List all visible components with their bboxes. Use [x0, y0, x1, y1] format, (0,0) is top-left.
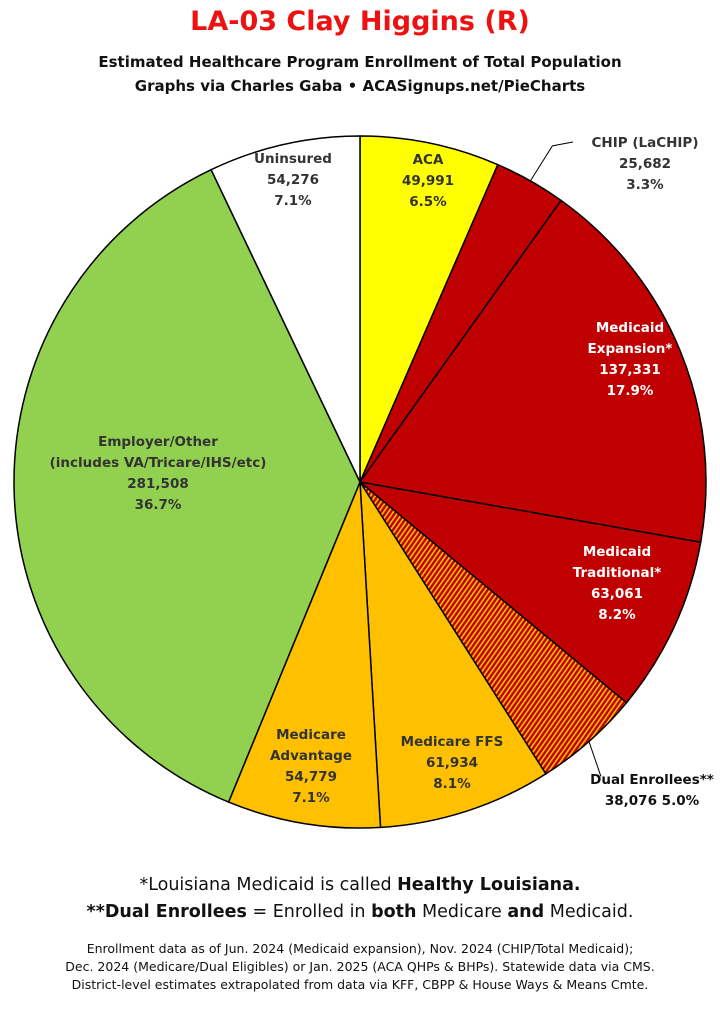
label-employer-other-includes-va-tricare-ihs-etc: Employer/Other (includes VA/Tricare/IHS/e… — [50, 434, 267, 513]
leader-line-chip-lachip — [529, 141, 574, 182]
leader-line-dual-enrollees — [588, 741, 602, 777]
label-medicaid-traditional: Medicaid Traditional* 63,061 8.2% — [573, 544, 662, 623]
slice-medicare-ffs — [359, 479, 547, 829]
slice-medicaid-expansion — [358, 199, 707, 544]
note-dual-both: both — [371, 902, 417, 922]
note-dual-text-3: Medicaid. — [544, 902, 634, 922]
footer-line-1: Enrollment data as of Jun. 2024 (Medicai… — [86, 941, 634, 956]
chart-subtitle: Estimated Healthcare Program Enrollment … — [0, 50, 720, 98]
label-medicare-ffs: Medicare FFS 61,934 8.1% — [401, 734, 504, 792]
label-dual-enrollees: Dual Enrollees** 38,076 5.0% — [590, 772, 714, 809]
slice-aca — [359, 135, 499, 483]
label-aca: ACA 49,991 6.5% — [402, 152, 454, 210]
label-chip-lachip: CHIP (LaCHIP) 25,682 3.3% — [592, 135, 699, 193]
subtitle-line-1: Estimated Healthcare Program Enrollment … — [98, 53, 622, 71]
subtitle-line-2: Graphs via Charles Gaba • ACASignups.net… — [134, 77, 586, 95]
note-dual-text-1: = Enrolled in — [246, 902, 372, 922]
note-medicaid-text: *Louisiana Medicaid is called — [139, 875, 398, 895]
slice-uninsured — [210, 135, 361, 483]
footer-line-2: Dec. 2024 (Medicare/Dual Eligibles) or J… — [65, 959, 655, 974]
chart-title: LA-03 Clay Higgins (R) — [190, 6, 530, 37]
label-medicaid-expansion: Medicaid Expansion* 137,331 17.9% — [588, 320, 673, 399]
pie-chart: ACA 49,991 6.5% CHIP (LaCHIP) 25,682 3.3% Medi… — [13, 135, 714, 829]
slice-medicaid-traditional — [357, 480, 702, 704]
note-dual-term: **Dual Enrollees — [86, 902, 247, 922]
pie-labels: ACA 49,991 6.5% CHIP (LaCHIP) 25,682 3.3% Medi… — [50, 135, 714, 809]
note-dual-text-2: Medicare — [416, 902, 508, 922]
pie-slices — [13, 135, 707, 829]
slice-employer-other-includes-va-tricare-ihs-etc — [13, 168, 361, 804]
label-medicare-advantage: Medicare Advantage 54,779 7.1% — [270, 727, 352, 806]
note-healthy-louisiana: Healthy Louisiana. — [397, 875, 581, 895]
label-uninsured: Uninsured 54,276 7.1% — [254, 151, 332, 209]
source-footer: Enrollment data as of Jun. 2024 (Medicai… — [0, 940, 720, 994]
dual-note: **Dual Enrollees = Enrolled in both Medi… — [0, 899, 720, 925]
footer-line-3: District-level estimates extrapolated fr… — [71, 977, 649, 992]
medicaid-note: *Louisiana Medicaid is called Healthy Lo… — [0, 872, 720, 898]
slice-medicare-advantage — [227, 481, 382, 829]
note-dual-and: and — [507, 902, 545, 922]
